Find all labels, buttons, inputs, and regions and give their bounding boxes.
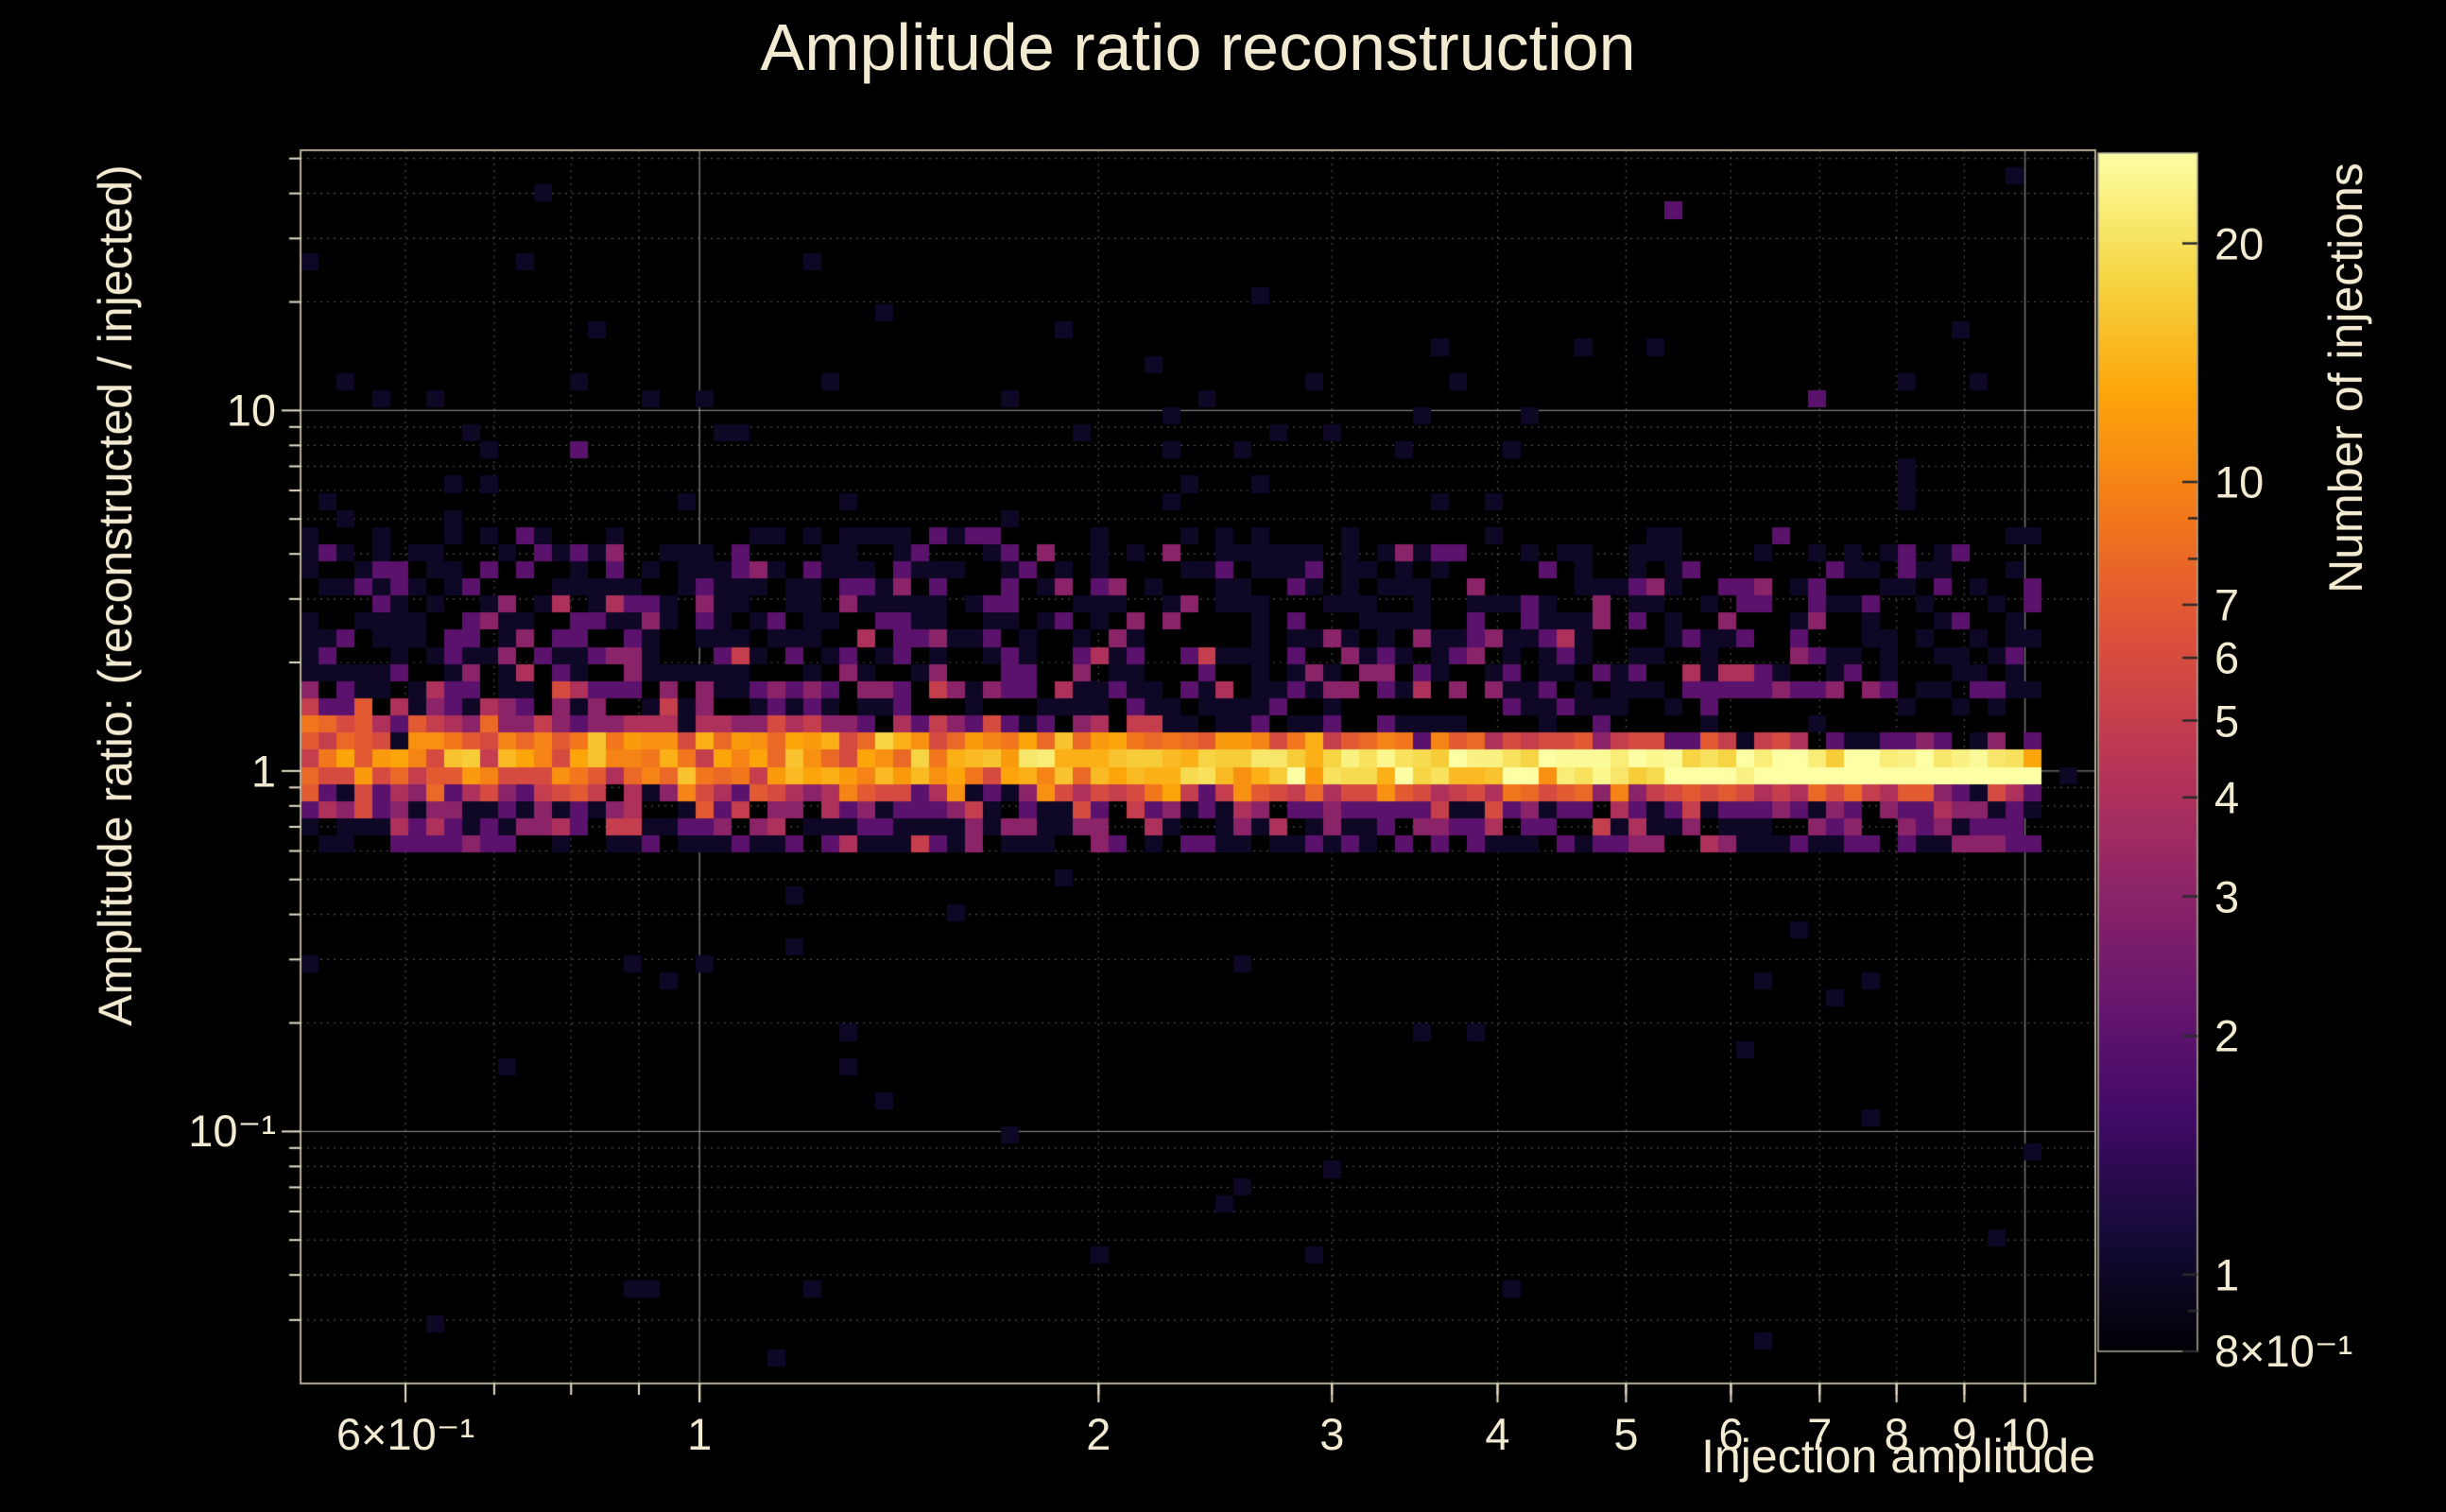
colorbar-tick-label: 5 bbox=[2214, 696, 2240, 746]
chart-title: Amplitude ratio reconstruction bbox=[760, 10, 1636, 84]
x-tick-label: 9 bbox=[1952, 1409, 1977, 1459]
x-tick-label: 6 bbox=[1718, 1409, 1744, 1459]
colorbar-tick-label: 2 bbox=[2214, 1010, 2240, 1061]
colorbar-tick-label: 20 bbox=[2214, 218, 2265, 269]
colorbar-tick-label: 4 bbox=[2214, 772, 2240, 823]
x-tick-label: 5 bbox=[1613, 1409, 1639, 1459]
colorbar-tick-label: 3 bbox=[2214, 871, 2240, 922]
x-tick-label: 1 bbox=[687, 1409, 713, 1459]
colorbar-tick-label: 8×10⁻¹ bbox=[2214, 1326, 2353, 1376]
y-axis-label: Amplitude ratio: (reconstructed / inject… bbox=[89, 164, 142, 1026]
colorbar-label: Number of injections bbox=[2319, 163, 2372, 593]
x-tick-label: 8 bbox=[1884, 1409, 1909, 1459]
x-axis-label: Injection amplitude bbox=[1701, 1430, 2095, 1483]
x-tick-label: 2 bbox=[1086, 1409, 1111, 1459]
x-tick-label: 6×10⁻¹ bbox=[336, 1409, 475, 1459]
colorbar-tick-label: 6 bbox=[2214, 632, 2240, 683]
y-tick-label: 1 bbox=[250, 746, 276, 797]
colorbar-tick-label: 7 bbox=[2214, 579, 2240, 630]
y-tick-label: 10 bbox=[226, 385, 276, 436]
y-tick-label: 10⁻¹ bbox=[188, 1106, 276, 1157]
x-tick-label: 10 bbox=[2000, 1409, 2050, 1459]
x-tick-label: 7 bbox=[1807, 1409, 1833, 1459]
x-tick-label: 3 bbox=[1319, 1409, 1345, 1459]
colorbar-tick-label: 10 bbox=[2214, 456, 2265, 507]
colorbar-tick-label: 1 bbox=[2214, 1249, 2240, 1300]
x-tick-label: 4 bbox=[1485, 1409, 1510, 1459]
